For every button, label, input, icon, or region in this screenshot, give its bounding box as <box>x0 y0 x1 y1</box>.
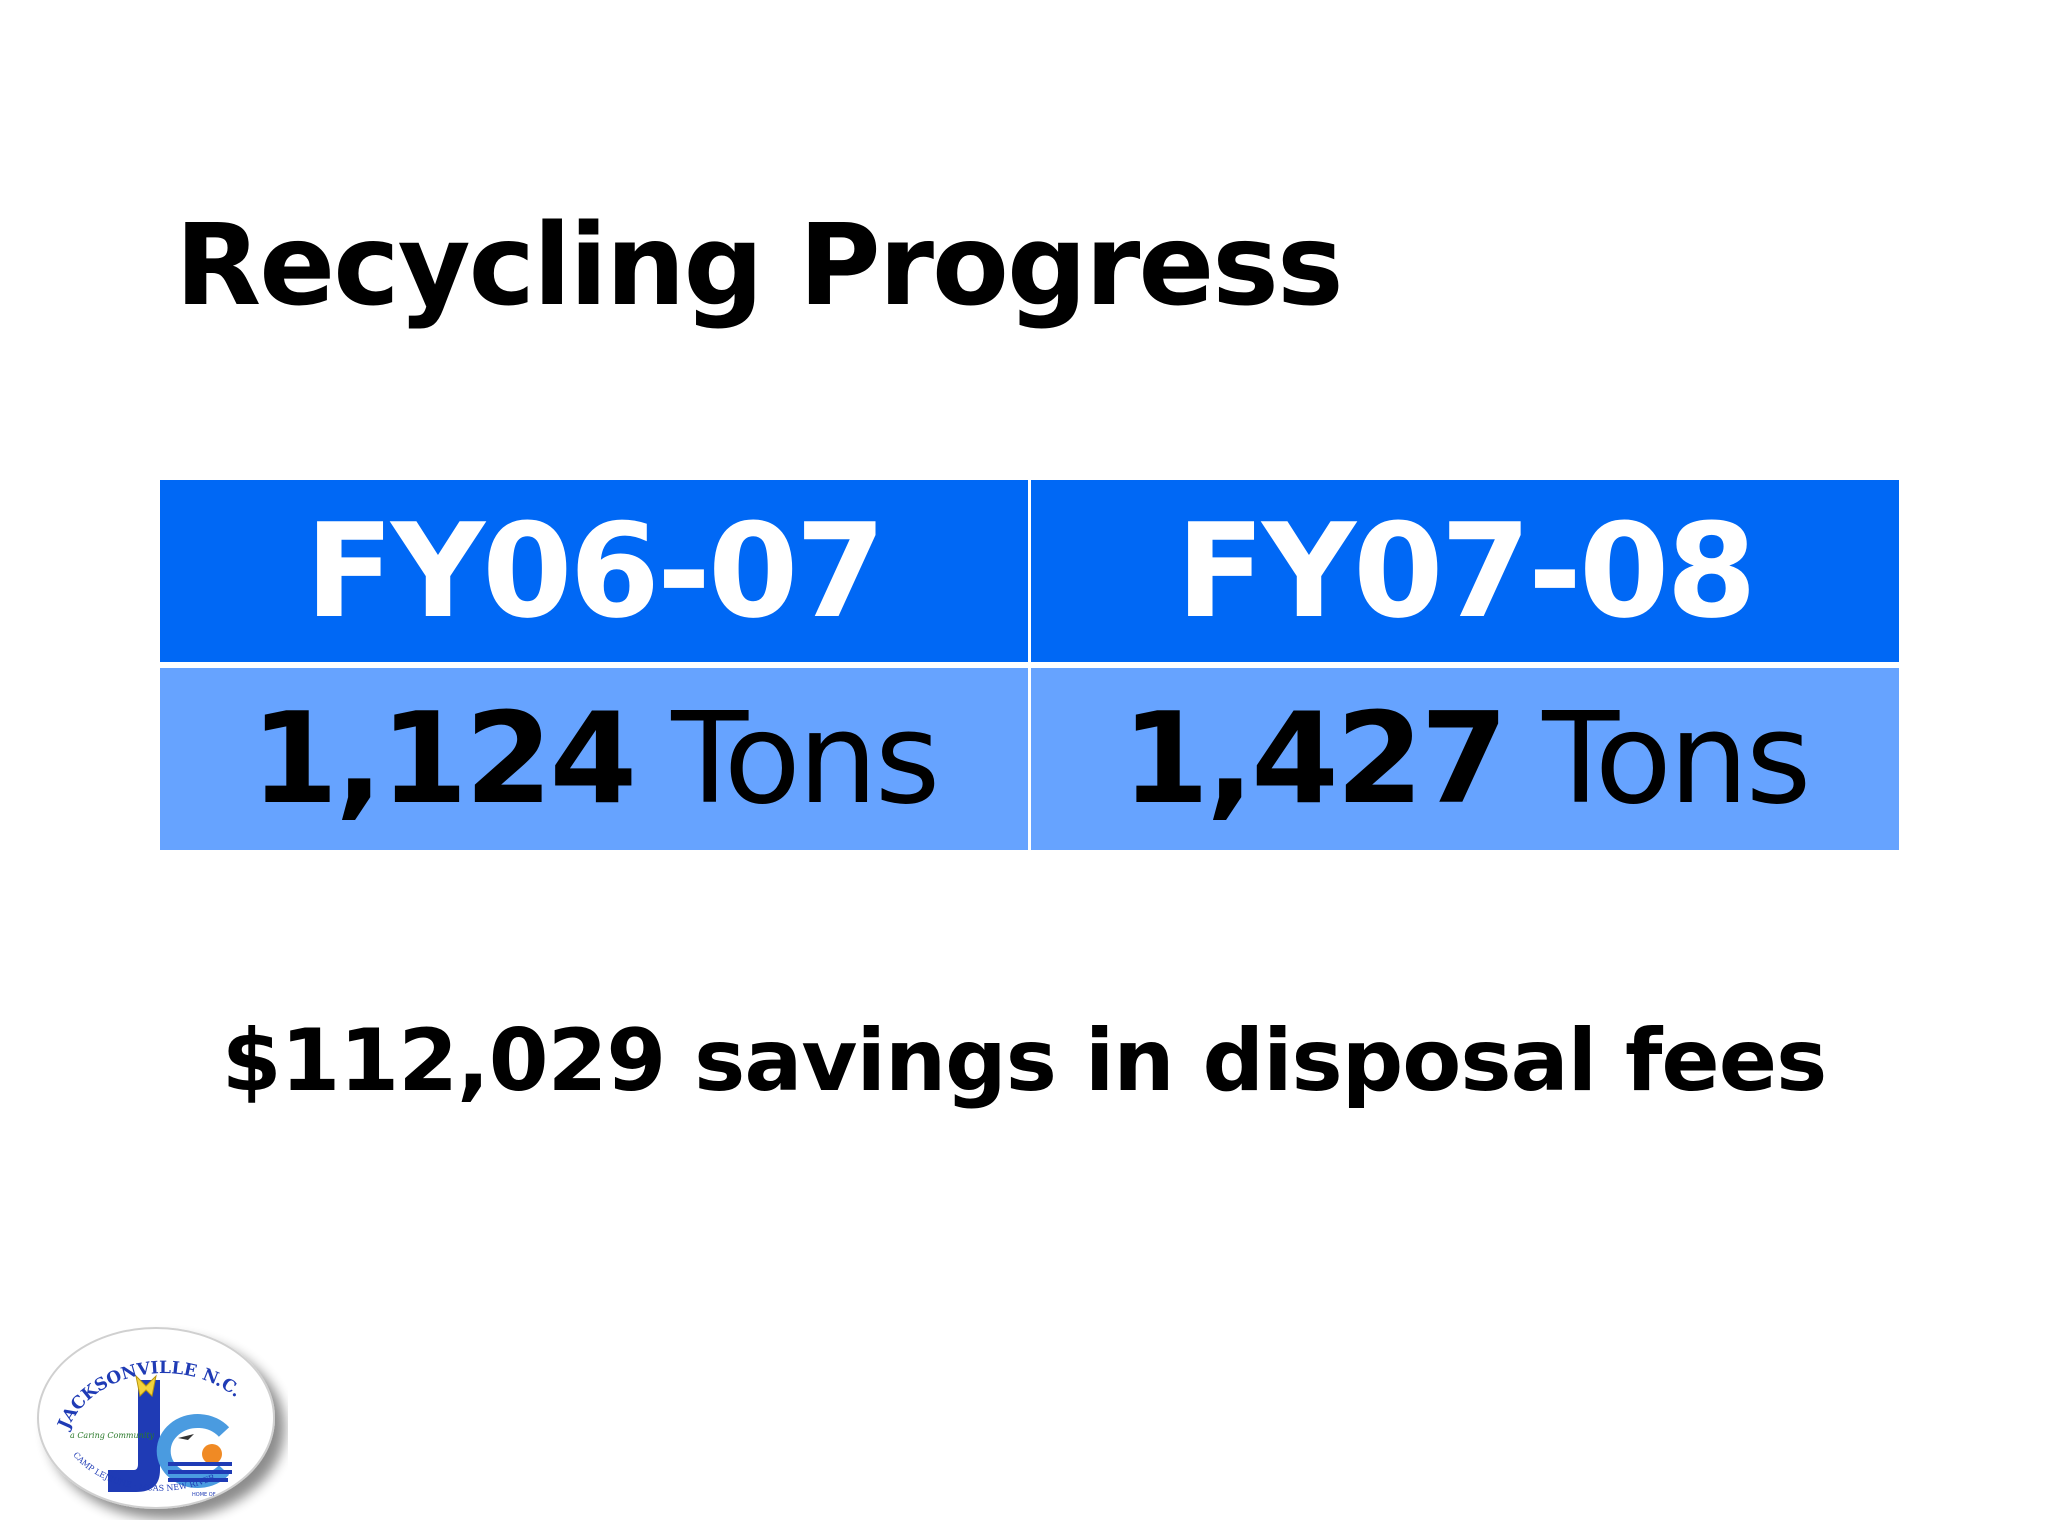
header-cell-fy07-08: FY07-08 <box>1028 480 1899 662</box>
logo-motto: a Caring Community <box>70 1431 155 1440</box>
slide-title: Recycling Progress <box>175 201 1344 331</box>
spacer-cell <box>1028 662 1899 668</box>
value-cell-fy07-08: 1,427 Tons <box>1028 668 1899 850</box>
recycling-table: FY06-07 FY07-08 1,124 Tons 1,427 Tons <box>160 480 1899 850</box>
logo-home-text: HOME OF <box>192 1492 216 1498</box>
jacksonville-seal-logo: JACKSONVILLE N.C. a Caring Community HOM… <box>37 1327 275 1509</box>
table-header-row: FY06-07 FY07-08 <box>160 480 1899 662</box>
tonnage-amount: 1,427 <box>1121 685 1509 832</box>
tonnage-unit: Tons <box>1542 685 1811 832</box>
savings-statement: $112,029 savings in disposal fees <box>221 1011 1828 1111</box>
value-cell-fy06-07: 1,124 Tons <box>160 668 1030 850</box>
header-cell-fy06-07: FY06-07 <box>160 480 1030 662</box>
tonnage-amount: 1,124 <box>250 685 638 832</box>
table-value-row: 1,124 Tons 1,427 Tons <box>160 668 1899 850</box>
tonnage-unit: Tons <box>671 685 940 832</box>
table-row-spacer <box>160 662 1899 668</box>
spacer-cell <box>160 662 1030 668</box>
